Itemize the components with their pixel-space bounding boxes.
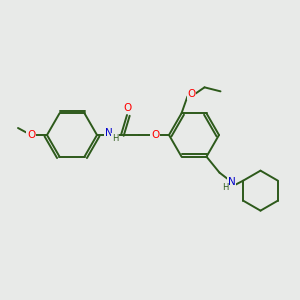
Text: H: H bbox=[222, 183, 229, 192]
Text: N: N bbox=[105, 128, 113, 139]
Text: O: O bbox=[188, 89, 196, 99]
Text: N: N bbox=[228, 177, 236, 187]
Text: H: H bbox=[112, 134, 118, 143]
Text: O: O bbox=[123, 103, 131, 113]
Text: O: O bbox=[151, 130, 159, 140]
Text: O: O bbox=[27, 130, 35, 140]
